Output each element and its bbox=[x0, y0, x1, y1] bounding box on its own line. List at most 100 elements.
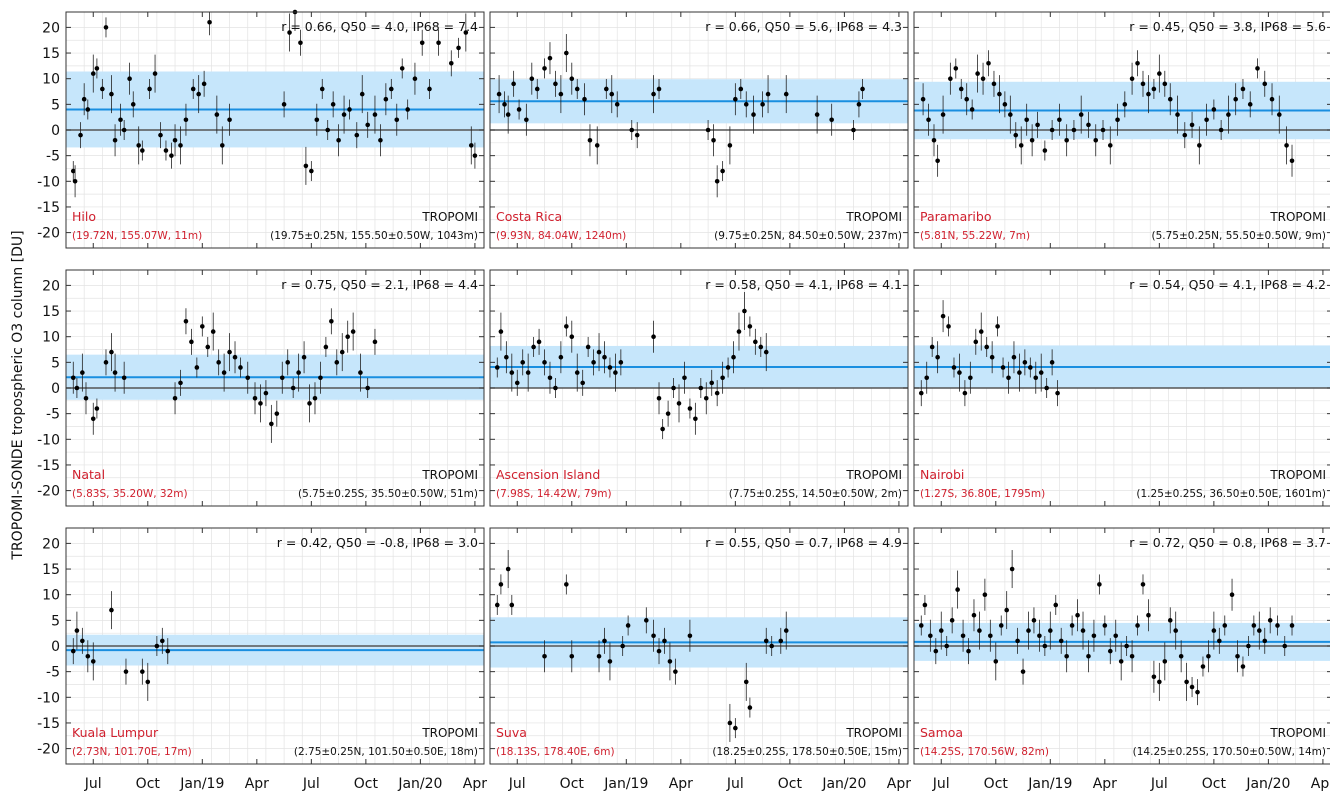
station-name: Costa Rica bbox=[496, 209, 562, 224]
data-point bbox=[1211, 107, 1217, 112]
data-point bbox=[933, 648, 939, 654]
data-point bbox=[389, 86, 394, 92]
data-point bbox=[279, 375, 285, 381]
data-point bbox=[90, 71, 96, 76]
data-point bbox=[112, 137, 118, 143]
data-point bbox=[394, 117, 400, 123]
data-point bbox=[860, 86, 865, 92]
data-point bbox=[1204, 117, 1209, 123]
data-point bbox=[1022, 360, 1028, 365]
data-point bbox=[127, 76, 132, 81]
data-point bbox=[274, 411, 280, 416]
y-tick-label: -10 bbox=[37, 174, 60, 190]
data-point bbox=[1086, 122, 1091, 128]
y-tick-label: 0 bbox=[51, 123, 60, 139]
data-point bbox=[90, 659, 96, 664]
data-point bbox=[714, 390, 720, 396]
data-point bbox=[94, 66, 100, 71]
data-point bbox=[604, 86, 609, 92]
data-point bbox=[1189, 684, 1195, 690]
stats-label: r = 0.55, Q50 = 0.7, IP68 = 4.9 bbox=[705, 535, 902, 550]
data-point bbox=[160, 638, 165, 644]
data-point bbox=[1049, 360, 1055, 365]
panel-samoa: Jul Oct Jan/19 Apr Jul Oct Jan/20 Apr r = 0.72, … bbox=[913, 527, 1330, 792]
data-point bbox=[1251, 623, 1257, 628]
data-point bbox=[152, 71, 158, 76]
data-point bbox=[468, 143, 474, 148]
data-point bbox=[1055, 390, 1060, 396]
data-point bbox=[136, 143, 141, 148]
data-point bbox=[80, 370, 85, 375]
data-point bbox=[78, 132, 83, 138]
data-point bbox=[574, 370, 580, 375]
data-point bbox=[1122, 102, 1128, 107]
data-point bbox=[984, 344, 989, 350]
data-point bbox=[763, 349, 769, 355]
data-point bbox=[971, 612, 977, 618]
data-point bbox=[100, 86, 105, 92]
y-tick-label: 10 bbox=[42, 72, 60, 88]
data-point bbox=[121, 375, 127, 381]
x-tick-label: Apr bbox=[245, 776, 269, 792]
data-point bbox=[997, 91, 1002, 97]
data-point bbox=[1015, 638, 1020, 644]
data-point bbox=[964, 96, 970, 102]
y-tick-label: 20 bbox=[42, 20, 60, 36]
data-point bbox=[303, 163, 309, 169]
data-point bbox=[542, 360, 547, 365]
data-point bbox=[238, 365, 243, 370]
data-point bbox=[743, 102, 749, 107]
stats-label: r = 0.54, Q50 = 4.1, IP68 = 4.2 bbox=[1129, 277, 1326, 292]
data-point bbox=[130, 102, 136, 107]
y-tick-label: -15 bbox=[37, 200, 60, 216]
data-point bbox=[1044, 385, 1049, 391]
data-point bbox=[1097, 582, 1102, 587]
data-point bbox=[1031, 618, 1037, 623]
data-point bbox=[944, 643, 950, 649]
y-tick-label: -20 bbox=[37, 226, 60, 242]
data-point bbox=[72, 179, 78, 184]
data-point bbox=[140, 669, 145, 674]
station-name: Suva bbox=[496, 725, 527, 740]
data-point bbox=[651, 334, 656, 339]
data-point bbox=[582, 96, 587, 102]
data-point bbox=[70, 375, 76, 381]
data-point bbox=[542, 66, 547, 71]
data-point bbox=[365, 122, 370, 128]
panel-hilo: 20 15 10 5 0 -5 -10 -15 -20 r = 0.66, Q50 = 4.0, … bbox=[37, 9, 485, 249]
data-point bbox=[399, 66, 405, 71]
pixel-coords: (5.75±0.25N, 55.50±0.50W, 9m) bbox=[1152, 230, 1326, 242]
data-point bbox=[667, 659, 673, 664]
data-point bbox=[200, 324, 205, 329]
data-point bbox=[1004, 607, 1009, 613]
data-point bbox=[301, 354, 307, 360]
instrument-label: TROPOMI bbox=[845, 726, 902, 740]
data-point bbox=[325, 127, 331, 133]
data-point bbox=[547, 55, 553, 61]
data-point bbox=[1002, 102, 1008, 107]
instrument-label: TROPOMI bbox=[421, 210, 478, 224]
data-point bbox=[436, 40, 441, 46]
y-tick-label: 20 bbox=[42, 278, 60, 294]
data-point bbox=[743, 679, 749, 685]
station-name: Kuala Lumpur bbox=[72, 725, 159, 740]
instrument-label: TROPOMI bbox=[421, 726, 478, 740]
data-point bbox=[1086, 653, 1091, 659]
data-point bbox=[258, 401, 263, 406]
y-tick-label: -15 bbox=[37, 458, 60, 474]
y-tick-label: 10 bbox=[42, 588, 60, 604]
data-point bbox=[1020, 669, 1026, 674]
data-point bbox=[1167, 618, 1173, 623]
data-point bbox=[1107, 648, 1113, 654]
data-point bbox=[1037, 633, 1042, 639]
data-point bbox=[607, 659, 613, 664]
data-point bbox=[924, 375, 930, 381]
station-coords: (18.13S, 178.40E, 6m) bbox=[496, 746, 615, 758]
data-point bbox=[427, 86, 432, 92]
data-point bbox=[931, 137, 937, 143]
data-point bbox=[232, 354, 238, 360]
data-point bbox=[494, 602, 500, 608]
data-point bbox=[940, 112, 946, 117]
data-point bbox=[1247, 102, 1253, 107]
data-point bbox=[709, 380, 715, 386]
